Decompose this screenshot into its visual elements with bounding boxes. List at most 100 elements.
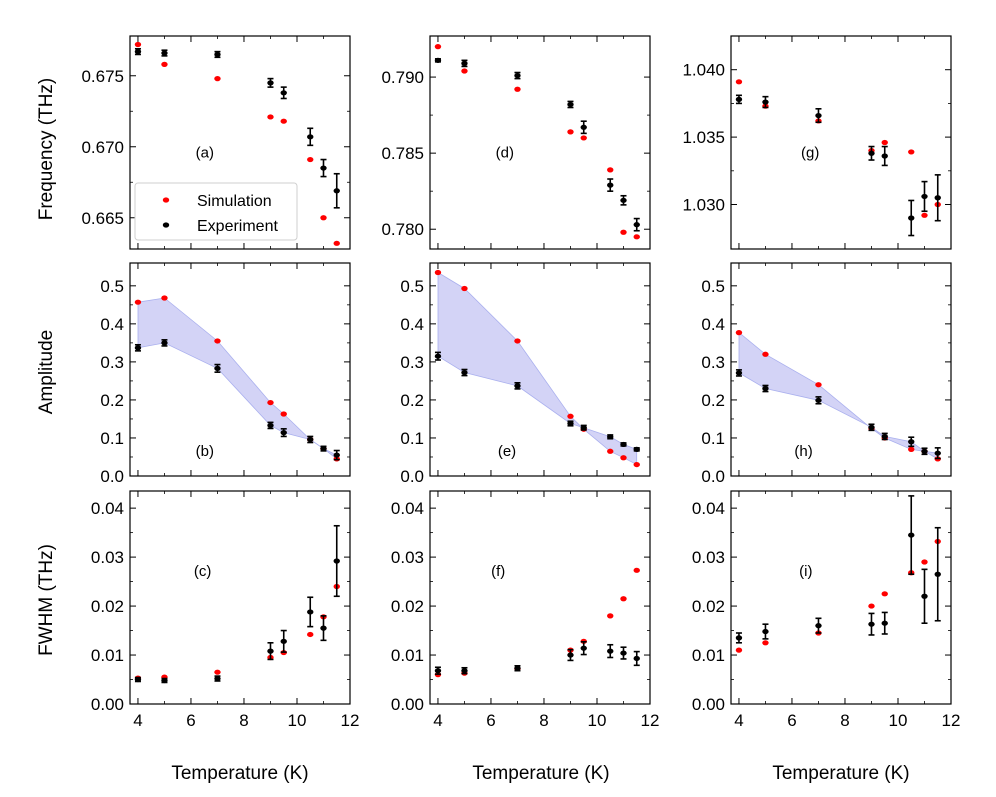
simulation-point: [320, 215, 327, 221]
y-tick-label: 0.02: [692, 597, 725, 616]
panel-b: 0.0 0.1 0.2 0.3 0.4 0.5 (b): [100, 262, 351, 486]
experiment-point: [434, 668, 442, 674]
simulation-point: [280, 118, 287, 124]
x-tick-label: 4: [133, 711, 142, 730]
experiment-point: [320, 446, 327, 452]
simulation-point: [161, 295, 168, 301]
y-tick-label: 0.3: [701, 353, 725, 372]
simulation-point: [633, 567, 640, 573]
x-tick-label: 10: [588, 711, 607, 730]
panel-f: 4 6 8 10 12 0.00 0.01 0.02 0.03 0.04 (f): [391, 490, 659, 730]
xlabel-col1: Temperature (K): [171, 763, 308, 784]
experiment-point: [514, 72, 521, 79]
experiment-point: [762, 628, 769, 635]
y-tick-label: 0.04: [91, 499, 124, 518]
simulation-point: [633, 461, 640, 468]
simulation-point: [607, 613, 614, 619]
simulation-point: [580, 135, 587, 141]
y-tick-label: 0.04: [391, 499, 424, 518]
panels: 0.665 0.670 0.675 (a) 0.780 0.785 0.790 (d) 1.03…: [81, 35, 960, 730]
panel-e: 0.0 0.1 0.2 0.3 0.4 0.5 (e): [400, 262, 651, 486]
experiment-point: [620, 441, 627, 448]
simulation-point: [620, 596, 627, 602]
experiment-point: [161, 677, 168, 684]
experiment-point: [567, 101, 574, 108]
y-tick-label: 0.04: [692, 499, 725, 518]
simulation-point: [607, 448, 614, 454]
axes-frame: [730, 490, 952, 705]
experiment-point: [307, 436, 314, 443]
experiment-point: [307, 609, 314, 615]
experiment-point: [868, 150, 875, 156]
x-tick-label: 12: [341, 711, 360, 730]
y-tick-label: 0.4: [100, 315, 124, 334]
simulation-point: [921, 559, 928, 565]
experiment-point: [461, 668, 468, 674]
y-tick-label: 0.0: [100, 467, 124, 486]
xlabel-col3: Temperature (K): [772, 763, 909, 784]
experiment-point: [267, 648, 274, 654]
panel-label: (d): [496, 144, 514, 161]
legend-marker-experiment: [162, 222, 170, 228]
experiment-point: [908, 439, 915, 445]
y-tick-label: 0.00: [91, 695, 124, 714]
experiment-point: [514, 665, 521, 671]
experiment-point: [434, 57, 442, 63]
experiment-point: [267, 422, 274, 429]
simulation-point: [267, 114, 274, 120]
experiment-point: [934, 571, 941, 577]
panel-label: (c): [194, 563, 212, 580]
simulation-point: [735, 330, 743, 336]
simulation-point: [567, 129, 574, 135]
y-tick-label: 0.03: [91, 548, 124, 567]
experiment-point: [868, 621, 875, 627]
experiment-point: [580, 645, 587, 651]
experiment-point: [607, 434, 614, 440]
x-tick-label: 4: [734, 711, 743, 730]
simulation-point: [514, 338, 521, 344]
experiment-point: [815, 397, 822, 403]
simulation-point: [762, 351, 769, 357]
simulation-point: [134, 41, 142, 48]
legend: Simulation Experiment: [134, 182, 298, 241]
experiment-point: [514, 383, 521, 389]
y-tick-label: 0.2: [701, 391, 725, 410]
simulation-point: [881, 139, 888, 146]
experiment-point: [134, 49, 142, 55]
y-tick-label: 0.780: [381, 220, 424, 239]
experiment-point: [580, 425, 587, 431]
experiment-point: [934, 450, 941, 456]
experiment-point: [620, 650, 627, 656]
x-tick-label: 8: [239, 711, 248, 730]
experiment-point: [214, 675, 221, 682]
experiment-point: [333, 188, 340, 194]
simulation-point: [620, 455, 627, 461]
experiment-point: [307, 134, 314, 140]
simulation-point: [307, 156, 314, 163]
xlabel-col2: Temperature (K): [472, 763, 609, 784]
panel-label: (f): [491, 563, 505, 580]
simulation-point: [567, 413, 574, 419]
experiment-point: [908, 532, 915, 538]
y-tick-label: 0.5: [100, 277, 124, 296]
simulation-point: [735, 647, 743, 653]
x-tick-label: 10: [288, 711, 307, 730]
simulation-point: [461, 285, 468, 292]
x-tick-label: 8: [539, 711, 548, 730]
experiment-point: [214, 51, 221, 58]
simulation-point: [620, 229, 627, 235]
experiment-point: [762, 99, 769, 105]
simulation-point: [434, 44, 442, 50]
experiment-point: [633, 446, 640, 452]
experiment-point: [320, 625, 327, 631]
experiment-point: [567, 420, 574, 427]
simulation-point: [607, 167, 614, 173]
y-tick-label: 0.665: [81, 209, 124, 228]
experiment-point: [633, 222, 640, 228]
axes-frame: [429, 490, 651, 705]
simulation-point: [333, 240, 340, 246]
legend-label-simulation: Simulation: [197, 193, 272, 210]
experiment-point: [607, 182, 614, 188]
y-tick-label: 0.02: [391, 597, 424, 616]
experiment-point: [868, 424, 875, 430]
